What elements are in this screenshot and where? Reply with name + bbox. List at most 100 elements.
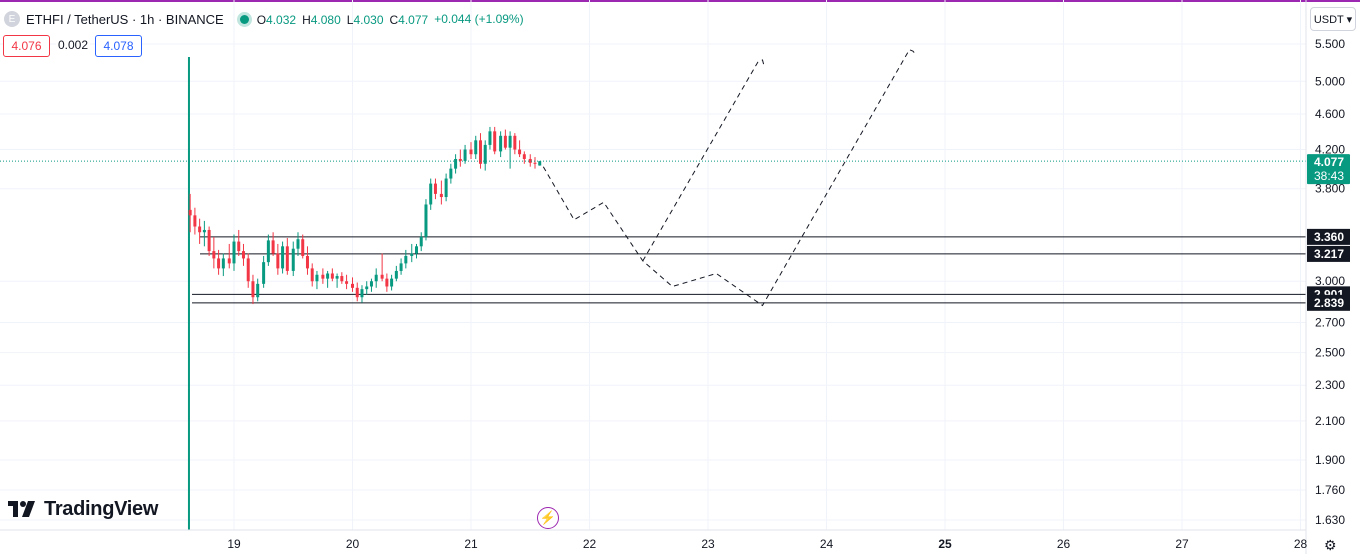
candle: [202, 220, 206, 247]
time-tick-label: 28: [1294, 537, 1308, 551]
candle: [251, 274, 255, 305]
candle-body: [369, 281, 373, 287]
time-tick-label: 23: [701, 537, 715, 551]
candle-body: [463, 149, 467, 161]
tradingview-logo[interactable]: TradingView: [8, 497, 158, 521]
candle: [374, 268, 378, 288]
candle-body: [444, 178, 448, 198]
candle: [198, 218, 202, 244]
candle: [256, 278, 260, 302]
projection-line: [642, 59, 765, 262]
candle: [499, 131, 503, 158]
candle-body: [301, 239, 305, 256]
candle-body: [310, 268, 314, 282]
candle-body: [335, 276, 339, 279]
price-tick-label: 5.500: [1315, 37, 1345, 51]
candle: [528, 154, 532, 167]
candle: [188, 193, 192, 233]
level-tag-box: [1307, 245, 1350, 262]
candle: [271, 232, 275, 256]
candle: [508, 131, 512, 169]
candle: [262, 255, 266, 288]
candle-body: [404, 255, 408, 264]
candle: [419, 232, 423, 252]
candle: [276, 243, 280, 275]
candle: [193, 207, 197, 235]
lightning-icon[interactable]: ⚡: [537, 507, 559, 529]
current-price-tag: 4.077 38:43: [1307, 154, 1350, 185]
candle-body: [458, 158, 462, 161]
candle-body: [508, 135, 512, 148]
candle-body: [193, 215, 197, 227]
candle-body: [424, 204, 428, 237]
currency-select[interactable]: USDT ▾: [1310, 7, 1356, 31]
level-tag: 2.839: [1307, 294, 1350, 311]
candle-body: [266, 240, 270, 263]
candle-body: [522, 154, 526, 159]
candle-body: [414, 246, 418, 254]
candle-body: [503, 135, 507, 148]
candle: [360, 285, 364, 303]
candle-body: [305, 255, 309, 269]
chart-header: E ETHFI / TetherUS · 1h · BINANCE O4.032…: [4, 9, 524, 29]
candle: [458, 149, 462, 167]
level-tag: 3.360: [1307, 228, 1350, 245]
candle-body: [262, 262, 266, 284]
price-tick-label: 1.760: [1315, 483, 1345, 497]
symbol-title[interactable]: ETHFI / TetherUS · 1h · BINANCE: [26, 11, 224, 27]
price-tick-label: 2.100: [1315, 414, 1345, 428]
candle-body: [538, 161, 542, 166]
candle: [513, 133, 517, 155]
symbol-icon[interactable]: E: [4, 11, 20, 27]
candle-body: [271, 240, 275, 254]
level-tag-box: [1307, 228, 1350, 245]
candle-body: [399, 263, 403, 271]
candle: [483, 140, 487, 171]
horizontal-levels: [192, 236, 1306, 304]
level-tag-label: 3.360: [1314, 230, 1344, 244]
candle: [488, 126, 492, 150]
candle: [538, 160, 542, 166]
candle: [469, 142, 473, 159]
price-tick-label: 5.000: [1315, 74, 1345, 88]
candle: [424, 199, 428, 241]
candle-body: [256, 283, 260, 298]
candle: [385, 273, 389, 292]
level-tag-label: 3.217: [1314, 247, 1344, 261]
sell-button[interactable]: 4.076: [3, 35, 50, 57]
ohlc-o: O4.032: [256, 12, 297, 27]
candle-body: [365, 286, 369, 290]
candle-body: [518, 149, 522, 155]
candle: [394, 265, 398, 282]
candle-body: [202, 229, 206, 233]
candle: [404, 249, 408, 269]
candle-body: [469, 149, 473, 155]
level-tag-label: 2.839: [1314, 296, 1344, 310]
candle-body: [281, 246, 285, 269]
buy-button[interactable]: 4.078: [95, 35, 142, 57]
candle-body: [188, 209, 192, 216]
candle: [439, 180, 443, 205]
candle: [301, 234, 305, 259]
candle-body: [198, 226, 202, 233]
candle-body: [276, 253, 280, 269]
candle-body: [340, 276, 344, 282]
candle-body: [351, 283, 354, 288]
level-tag-box: [1307, 294, 1350, 311]
candle: [345, 274, 349, 290]
gear-icon[interactable]: ⚙: [1324, 537, 1337, 553]
candle-body: [513, 135, 517, 150]
candle-body: [212, 251, 216, 259]
price-change: +0.044 (+1.09%): [434, 12, 524, 26]
candle: [207, 226, 211, 256]
time-tick-label: 20: [346, 537, 360, 551]
time-tick-label: 21: [464, 537, 478, 551]
price-tick-label: 2.500: [1315, 346, 1345, 360]
candle-body: [385, 278, 389, 287]
candle-body: [360, 289, 364, 298]
candle: [281, 241, 285, 274]
candle-body: [439, 193, 443, 198]
candle: [365, 281, 369, 295]
